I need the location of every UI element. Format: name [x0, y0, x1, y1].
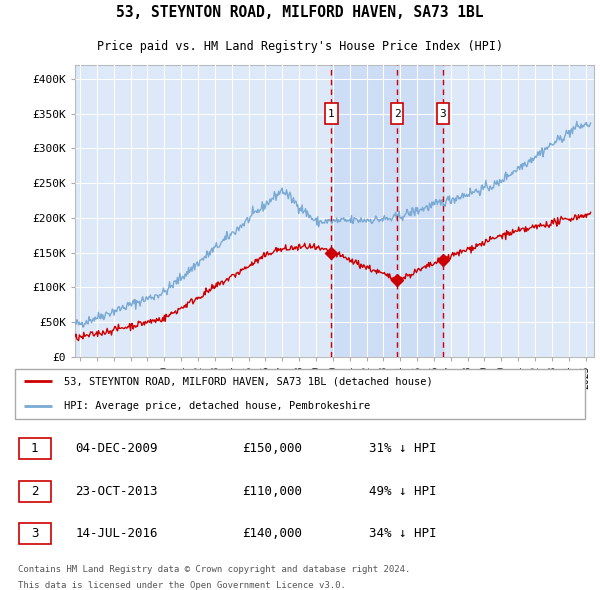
Text: Price paid vs. HM Land Registry's House Price Index (HPI): Price paid vs. HM Land Registry's House … — [97, 40, 503, 53]
Text: 3: 3 — [440, 109, 446, 119]
FancyBboxPatch shape — [437, 103, 449, 124]
Text: 2: 2 — [31, 484, 38, 498]
Text: £140,000: £140,000 — [242, 527, 302, 540]
FancyBboxPatch shape — [19, 438, 50, 459]
Text: 49% ↓ HPI: 49% ↓ HPI — [369, 484, 437, 498]
Text: 53, STEYNTON ROAD, MILFORD HAVEN, SA73 1BL (detached house): 53, STEYNTON ROAD, MILFORD HAVEN, SA73 1… — [64, 376, 433, 386]
Text: 34% ↓ HPI: 34% ↓ HPI — [369, 527, 437, 540]
Text: 2: 2 — [394, 109, 400, 119]
Text: Contains HM Land Registry data © Crown copyright and database right 2024.: Contains HM Land Registry data © Crown c… — [18, 565, 410, 574]
Text: 1: 1 — [328, 109, 335, 119]
Text: HPI: Average price, detached house, Pembrokeshire: HPI: Average price, detached house, Pemb… — [64, 401, 370, 411]
Text: 3: 3 — [31, 527, 38, 540]
FancyBboxPatch shape — [391, 103, 403, 124]
Text: 1: 1 — [31, 442, 38, 455]
Text: £150,000: £150,000 — [242, 442, 302, 455]
Text: 04-DEC-2009: 04-DEC-2009 — [76, 442, 158, 455]
Bar — [331, 65, 443, 357]
Text: £110,000: £110,000 — [242, 484, 302, 498]
Text: 23-OCT-2013: 23-OCT-2013 — [76, 484, 158, 498]
FancyBboxPatch shape — [325, 103, 338, 124]
Text: 14-JUL-2016: 14-JUL-2016 — [76, 527, 158, 540]
FancyBboxPatch shape — [19, 523, 50, 544]
Text: 53, STEYNTON ROAD, MILFORD HAVEN, SA73 1BL: 53, STEYNTON ROAD, MILFORD HAVEN, SA73 1… — [116, 5, 484, 20]
FancyBboxPatch shape — [19, 480, 50, 502]
Text: This data is licensed under the Open Government Licence v3.0.: This data is licensed under the Open Gov… — [18, 582, 346, 590]
Text: 31% ↓ HPI: 31% ↓ HPI — [369, 442, 437, 455]
